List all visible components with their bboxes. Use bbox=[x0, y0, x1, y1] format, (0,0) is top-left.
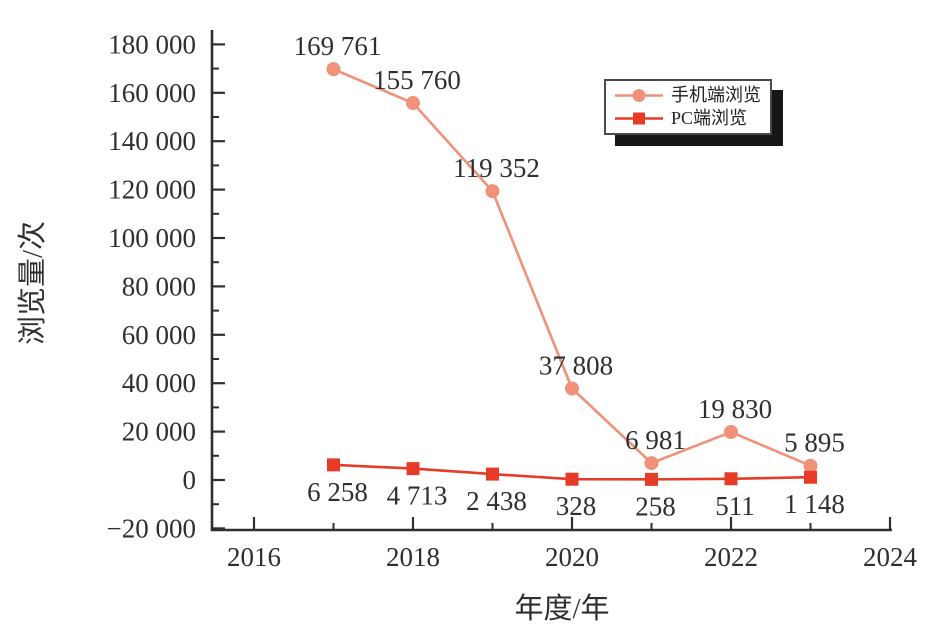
y-tick-label: 100 000 bbox=[108, 223, 196, 253]
mobile-data-point-marker bbox=[485, 184, 500, 199]
y-tick-label: 0 bbox=[183, 465, 197, 495]
pc-data-point-marker bbox=[565, 472, 579, 486]
x-tick-label: 2022 bbox=[704, 542, 758, 572]
y-axis-title: 浏览量/次 bbox=[17, 220, 49, 346]
data-point-label: 258 bbox=[635, 491, 676, 521]
y-tick-label: 120 000 bbox=[108, 175, 196, 205]
y-tick-label: 60 000 bbox=[122, 320, 196, 350]
y-tick-label: 20 000 bbox=[122, 417, 196, 447]
data-point-label: 19 830 bbox=[698, 394, 772, 424]
data-point-label: 6 258 bbox=[307, 477, 368, 507]
pc-data-point-marker bbox=[645, 472, 658, 486]
data-point-label: 1 148 bbox=[784, 489, 845, 519]
mobile-data-point-marker bbox=[644, 456, 659, 471]
x-tick-label: 2018 bbox=[386, 542, 440, 572]
y-tick-label: 140 000 bbox=[108, 126, 196, 156]
y-tick-label: 160 000 bbox=[108, 78, 196, 108]
x-tick-label: 2020 bbox=[545, 542, 599, 572]
pc-data-point-marker bbox=[406, 462, 420, 476]
pc-data-point-marker bbox=[724, 472, 738, 486]
x-tick-label: 2016 bbox=[227, 542, 281, 572]
y-tick-label: −20 000 bbox=[107, 513, 196, 543]
pc-data-point-marker bbox=[804, 470, 817, 484]
data-point-label: 119 352 bbox=[453, 153, 540, 183]
data-point-label: 169 761 bbox=[294, 31, 382, 61]
chart-legend: 手机端浏览 PC端浏览 bbox=[604, 79, 772, 135]
pc-series-legend-icon bbox=[615, 112, 663, 124]
y-tick-label: 180 000 bbox=[108, 29, 196, 59]
x-tick-label: 2024 bbox=[863, 542, 918, 572]
mobile-data-point-marker bbox=[406, 96, 420, 111]
data-point-label: 2 438 bbox=[466, 486, 527, 516]
pc-data-point-marker bbox=[327, 458, 340, 472]
legend-item-pc: PC端浏览 bbox=[614, 107, 761, 129]
mobile-data-point-marker bbox=[724, 425, 738, 440]
mobile-data-point-marker bbox=[565, 381, 579, 396]
data-point-label: 328 bbox=[556, 491, 597, 521]
mobile-data-point-marker bbox=[326, 62, 341, 77]
data-point-label: 5 895 bbox=[784, 428, 845, 458]
x-axis-title: 年度/年 bbox=[514, 593, 610, 625]
legend-item-mobile: 手机端浏览 bbox=[614, 84, 761, 106]
mobile-data-point-marker bbox=[803, 458, 818, 473]
data-point-label: 37 808 bbox=[539, 351, 613, 381]
legend-label-pc: PC端浏览 bbox=[671, 108, 748, 128]
data-point-label: 511 bbox=[715, 491, 755, 521]
data-point-label: 6 981 bbox=[625, 425, 686, 455]
y-tick-label: 80 000 bbox=[122, 271, 196, 301]
mobile-series-legend-icon bbox=[615, 88, 663, 102]
data-point-label: 155 760 bbox=[373, 65, 461, 95]
legend-label-mobile: 手机端浏览 bbox=[671, 85, 761, 105]
axes-spine bbox=[210, 30, 892, 532]
y-tick-label: 40 000 bbox=[122, 368, 196, 398]
pc-data-point-marker bbox=[486, 467, 499, 481]
data-point-label: 4 713 bbox=[387, 481, 448, 511]
